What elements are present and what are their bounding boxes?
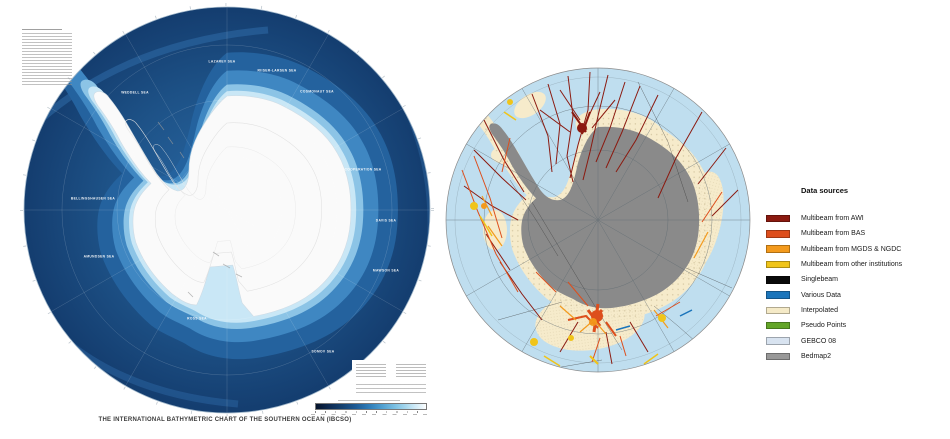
legend-label: Multibeam from AWI <box>801 215 864 223</box>
sea-label: SOMOV SEA <box>311 350 335 354</box>
legend-label: Multibeam from BAS <box>801 230 866 238</box>
ibcso-map-sheet: WEDDELL SEA LAZAREV SEA RIISER-LARSEN SE… <box>8 2 444 416</box>
legend-item: GEBCO 08 <box>766 333 902 348</box>
color-swatch <box>766 276 790 284</box>
mgds-cluster <box>589 318 597 326</box>
color-swatch <box>766 321 790 330</box>
legend-label: GEBCO 08 <box>801 337 837 345</box>
sea-label: MAWSON SEA <box>372 269 400 273</box>
map-rim <box>23 6 431 414</box>
legend-item: Multibeam from other institutions <box>766 257 902 272</box>
legend-label: Pseudo Points <box>801 322 847 330</box>
legend-label: Multibeam from other institutions <box>801 261 903 269</box>
sea-label: COOPERATION SEA <box>344 168 382 172</box>
sea-label: LAZAREV SEA <box>208 60 236 64</box>
imprint-text <box>356 364 386 378</box>
other-cluster <box>530 338 538 346</box>
other-cluster <box>568 335 574 341</box>
depth-colorbar-labels <box>311 414 431 416</box>
other-cluster <box>658 314 666 322</box>
color-swatch <box>766 291 790 299</box>
imprint-mini-legend <box>356 384 426 396</box>
degree-ticks <box>20 3 434 416</box>
sea-label: RIISER-LARSEN SEA <box>257 69 297 73</box>
legend-item: Pseudo Points <box>766 318 902 333</box>
map-imprint-box <box>352 360 444 400</box>
color-swatch <box>766 352 790 361</box>
other-tracks <box>479 111 659 367</box>
mountain-specks <box>157 121 243 298</box>
legend-item: Bedmap2 <box>766 349 902 364</box>
various-data-tracks <box>615 309 693 331</box>
sea-label: BELLINGSHAUSEN SEA <box>70 197 116 201</box>
sea-label: DAVIS SEA <box>375 219 397 223</box>
mgds-cluster <box>481 203 487 209</box>
sea-label: WEDDELL SEA <box>121 91 149 95</box>
coverage-map <box>445 67 751 373</box>
graticule <box>24 7 430 413</box>
legend-label: Singlebeam <box>801 276 838 284</box>
map-rim <box>445 67 751 373</box>
legend-item: Interpolated <box>766 303 902 318</box>
legend-item: Various Data <box>766 287 902 302</box>
graticule <box>446 68 750 372</box>
imprint-text <box>396 364 426 378</box>
ridge-texture <box>35 26 269 125</box>
depth-scale-title <box>338 400 400 401</box>
depth-colorbar-ticks <box>315 411 427 413</box>
sea-label: ROSS SEA <box>187 317 207 321</box>
other-cluster <box>507 99 513 105</box>
legend-label: Various Data <box>801 291 841 299</box>
color-swatch <box>766 230 790 238</box>
legend-label: Bedmap2 <box>801 352 831 360</box>
legend-item: Multibeam from MGDS & NGDC <box>766 242 902 257</box>
feature-index <box>22 33 72 87</box>
awi-dense-cluster <box>577 123 587 133</box>
legend-item: Multibeam from AWI <box>766 211 902 226</box>
color-swatch <box>766 260 790 269</box>
sea-label: COSMONAUT SEA <box>300 90 334 94</box>
legend-title: Data sources <box>801 186 849 195</box>
legend-label: Multibeam from MGDS & NGDC <box>801 245 902 253</box>
depth-colorbar <box>315 403 427 410</box>
color-swatch <box>766 214 790 223</box>
ibcso-map <box>20 3 434 416</box>
feature-index-title <box>22 29 62 30</box>
legend-label: Interpolated <box>801 306 838 314</box>
color-swatch <box>766 337 790 345</box>
legend-item: Multibeam from BAS <box>766 226 902 241</box>
color-swatch <box>766 245 790 253</box>
sea-label: AMUNDSEN SEA <box>83 255 115 259</box>
figure-caption: THE INTERNATIONAL BATHYMETRIC CHART OF T… <box>98 417 352 423</box>
data-sources-legend: Data sources Multibeam from AWI Multibea… <box>766 186 902 364</box>
legend-item: Singlebeam <box>766 272 902 287</box>
awi-tracks <box>463 71 739 365</box>
color-swatch <box>766 306 790 315</box>
bas-tracks <box>461 137 723 363</box>
other-cluster <box>470 202 478 210</box>
